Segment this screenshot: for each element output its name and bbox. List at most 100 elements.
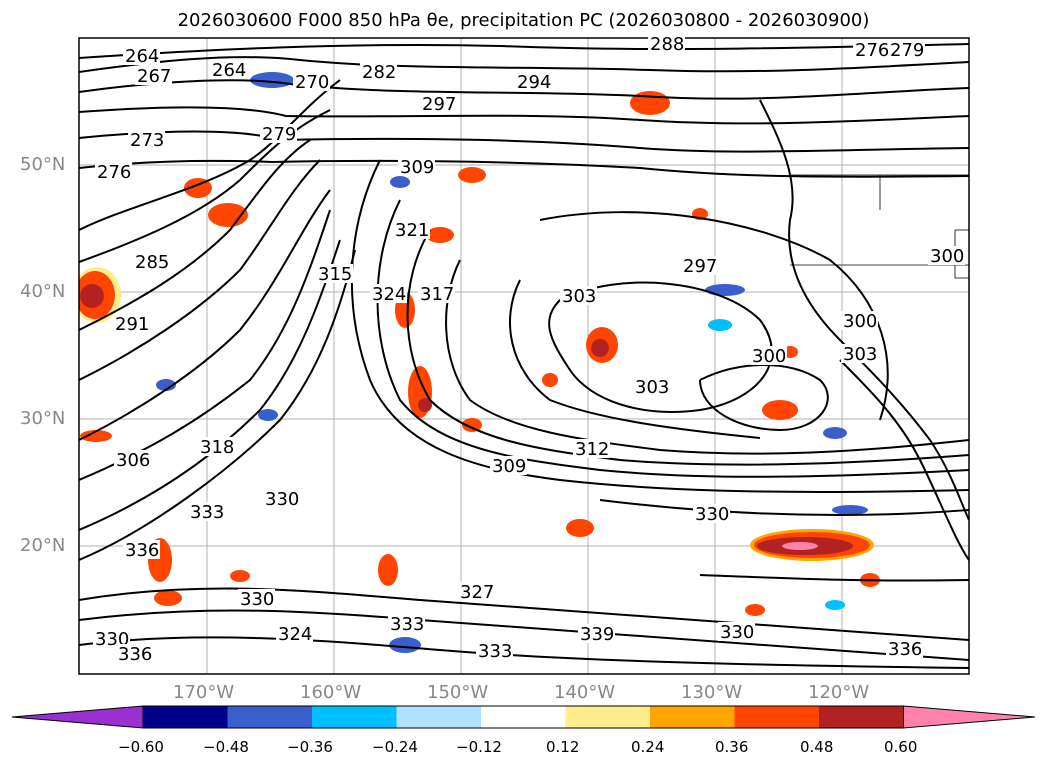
contour-label: 315 [318, 264, 352, 285]
contour-label-bg [841, 344, 878, 363]
contour-label: 306 [116, 450, 150, 471]
contour-label: 303 [843, 344, 877, 365]
contour-label-bg [458, 582, 495, 601]
precip-blob [80, 430, 112, 442]
contour-label: 321 [395, 220, 429, 241]
lat-label: 20°N [20, 535, 66, 556]
precip-blob [782, 542, 818, 550]
map-content [79, 38, 969, 674]
contour-label: 276 [97, 162, 131, 183]
colorbar-tick: 0.60 [884, 738, 918, 756]
colorbar-tick: 0.48 [800, 738, 834, 756]
contour-label-bg [928, 246, 965, 265]
contour-label: 291 [115, 314, 149, 335]
contour-label-bg [263, 489, 300, 508]
contour-label-bg [718, 622, 755, 641]
precip-blob [389, 637, 421, 653]
contour-label-bg [888, 40, 925, 59]
contour-label-bg [515, 72, 552, 91]
contour-label: 330 [265, 489, 299, 510]
contour-label-bg [135, 66, 172, 85]
contour-label: 336 [125, 540, 159, 561]
precip-blob [823, 427, 847, 439]
contour-label: 330 [695, 504, 729, 525]
contour-label: 267 [137, 66, 171, 87]
lon-label: 130°W [681, 682, 743, 703]
colorbar-border [142, 705, 904, 729]
contour-label-bg [316, 264, 353, 283]
contour-label-bg [93, 629, 130, 648]
contour-label: 336 [118, 644, 152, 665]
contour-label-bg [293, 72, 330, 91]
colorbar-segment [565, 706, 651, 728]
precip-blob [630, 91, 670, 115]
contour-label: 276 [855, 40, 889, 61]
contour-label: 312 [575, 439, 609, 460]
contour-label-bg [276, 624, 313, 643]
colorbar-segment [396, 706, 482, 728]
contour-label-bg [123, 540, 160, 559]
map-title: 2026030600 F000 850 hPa θe, precipitatio… [177, 10, 870, 31]
precip-blob [745, 604, 765, 616]
map-frame [78, 37, 970, 675]
contour-label-bg [648, 34, 685, 53]
contour-label-bg [841, 311, 878, 330]
contour-label: 294 [517, 72, 551, 93]
contour-label-bg [210, 60, 247, 79]
lon-label: 120°W [808, 682, 870, 703]
lon-label: 160°W [300, 682, 362, 703]
precip-blob [208, 203, 248, 227]
contour-label: 317 [420, 284, 454, 305]
precip-blob [156, 379, 176, 391]
contour-label: 300 [752, 346, 786, 367]
lon-label: 140°W [554, 682, 616, 703]
precip-blob [426, 227, 454, 243]
contour-label-bg [418, 284, 455, 303]
contour-label-bg [853, 40, 890, 59]
colorbar-segment [143, 706, 228, 728]
contour-label-bg [113, 314, 150, 333]
contour-label-bg [490, 456, 527, 475]
precip-blob [458, 167, 486, 183]
contour-label: 288 [650, 34, 684, 55]
contour-label: 297 [422, 94, 456, 115]
contour-label: 330 [720, 622, 754, 643]
contour-label: 264 [212, 60, 246, 81]
contour-label-bg [370, 284, 407, 303]
contour-label-bg [398, 157, 435, 176]
colorbar-tick: 0.24 [631, 738, 665, 756]
lon-label: 150°W [427, 682, 489, 703]
contour-label-bg [560, 286, 597, 305]
contour-label: 279 [890, 40, 924, 61]
precip-blob [832, 505, 868, 515]
colorbar-tick: −0.36 [287, 738, 333, 756]
contour-label: 300 [930, 246, 964, 267]
contour-label-bg [188, 502, 225, 521]
contour-label-bg [681, 256, 718, 275]
contour-label: 279 [262, 124, 296, 145]
contour-label-bg [693, 504, 730, 523]
contour-label-bg [393, 220, 430, 239]
contour-label-bg [238, 589, 275, 608]
colorbar-tick: 0.12 [546, 738, 580, 756]
contour-label: 324 [372, 284, 406, 305]
colorbar-extend-low [11, 705, 144, 729]
colorbar-tick: −0.60 [118, 738, 164, 756]
contour-label: 333 [390, 614, 424, 635]
lon-label: 170°W [173, 682, 235, 703]
contour-label-bg [750, 346, 787, 365]
precip-blob [705, 284, 745, 296]
contour-label-bg [578, 624, 615, 643]
contour-label: 309 [400, 157, 434, 178]
contour-label-bg [198, 437, 235, 456]
contour-label-bg [123, 46, 160, 65]
contour-label: 297 [683, 256, 717, 277]
contour-label: 264 [125, 46, 159, 67]
precip-blob [378, 554, 398, 586]
colorbar-tick: 0.36 [715, 738, 749, 756]
contour-label: 333 [478, 641, 512, 662]
contour-label: 333 [190, 502, 224, 523]
contour-label-bg [114, 450, 151, 469]
precip-blob [80, 284, 104, 308]
